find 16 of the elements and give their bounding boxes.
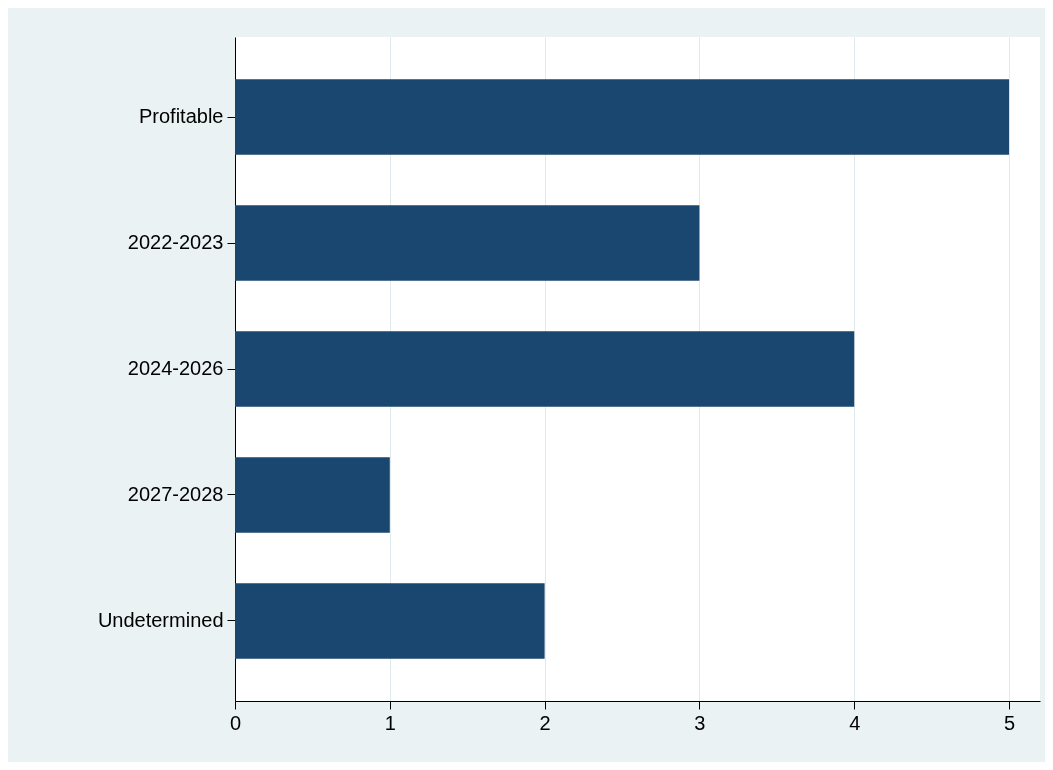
x-tick-label: 2	[539, 711, 551, 734]
x-tick-label: 4	[849, 711, 861, 734]
y-tick-label: 2024-2026	[127, 357, 224, 379]
x-tick-label: 3	[694, 711, 706, 734]
x-tick-label: 0	[229, 711, 242, 734]
bar	[235, 583, 545, 659]
bar	[235, 79, 1010, 155]
bar	[235, 457, 390, 533]
y-tick-label: Undetermined	[97, 608, 224, 631]
bar	[235, 205, 700, 281]
y-tick-label: 2022-2023	[127, 231, 224, 253]
y-tick-label: 2027-2028	[127, 483, 224, 505]
x-tick-label: 5	[1003, 711, 1016, 734]
x-tick-label: 1	[384, 711, 396, 734]
bar	[235, 331, 855, 407]
y-tick-label: Profitable	[139, 105, 224, 128]
